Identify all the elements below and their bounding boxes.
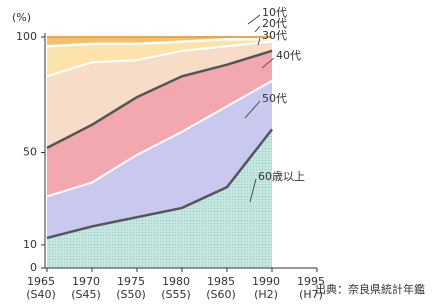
area <box>47 39 272 77</box>
leader-line <box>247 14 261 25</box>
leader-line <box>244 100 261 119</box>
x-tick-label: 1965 <box>27 275 55 288</box>
x-era-label: (H7) <box>299 288 323 301</box>
legend-label: 50代 <box>262 92 287 105</box>
legend-label: 20代 <box>262 17 287 30</box>
y-tick-label: 10 <box>23 238 37 251</box>
leader-line <box>254 25 261 33</box>
boundary-line <box>46 49 273 149</box>
y-tick-label: 50 <box>23 146 37 159</box>
boundary-line <box>46 80 273 198</box>
area <box>47 80 272 238</box>
area-texture <box>47 129 272 268</box>
y-tick-label: 0 <box>30 261 37 274</box>
area <box>47 50 272 197</box>
x-tick-label: 1970 <box>72 275 100 288</box>
x-era-label: (H2) <box>254 288 278 301</box>
x-era-label: (S55) <box>161 288 191 301</box>
source-note: 出典：奈良県統計年鑑 <box>315 282 425 296</box>
y-tick-label: 100 <box>16 30 37 43</box>
x-tick-label: 1975 <box>117 275 145 288</box>
y-unit-label: (%) <box>12 11 31 24</box>
legend-label: 30代 <box>262 29 287 42</box>
leader-line <box>249 178 257 203</box>
leader-line <box>257 37 261 46</box>
x-tick-label: 1985 <box>207 275 235 288</box>
x-era-label: (S40) <box>26 288 56 301</box>
boundary-line <box>46 128 273 240</box>
leader-line <box>261 57 275 69</box>
legend-label: 60歳以上 <box>258 170 305 183</box>
boundary-line <box>46 38 272 48</box>
legend-label: 40代 <box>276 49 301 62</box>
x-era-label: (S45) <box>71 288 101 301</box>
x-tick-label: 1980 <box>162 275 190 288</box>
legend-label: 10代 <box>262 6 287 19</box>
x-era-label: (S60) <box>206 288 236 301</box>
x-tick-label: 1990 <box>252 275 280 288</box>
boundary-line <box>46 40 273 78</box>
x-era-label: (S50) <box>116 288 146 301</box>
x-tick-label: 1995 <box>297 275 325 288</box>
area <box>47 41 272 148</box>
